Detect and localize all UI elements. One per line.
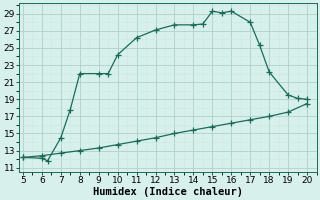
X-axis label: Humidex (Indice chaleur): Humidex (Indice chaleur)	[93, 186, 243, 197]
